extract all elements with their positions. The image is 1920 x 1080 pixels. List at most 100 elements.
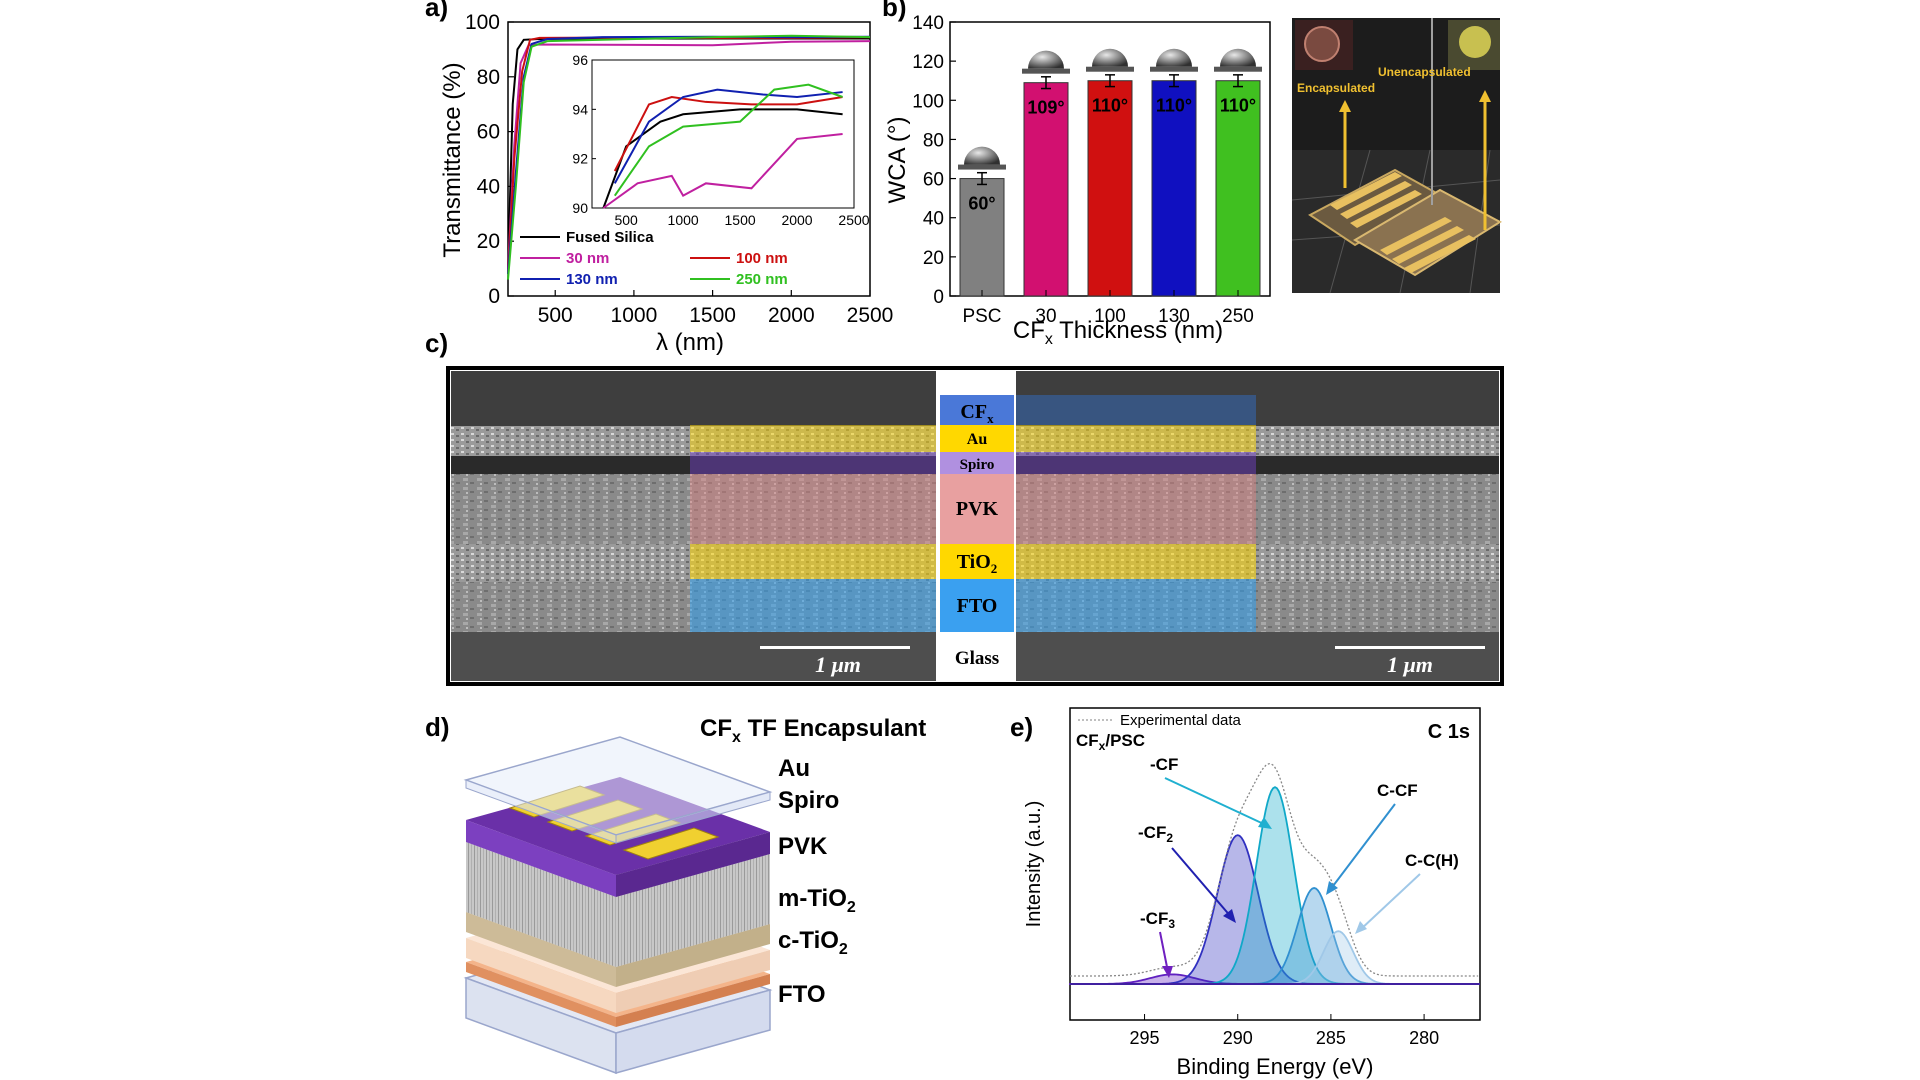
x-tick-label: 2000 — [768, 304, 815, 327]
x-tick-label: 285 — [1316, 1028, 1346, 1048]
panel-d: d) CFx TF Encapsulant — [425, 712, 926, 1075]
layer-tio2: TiO2 — [957, 551, 998, 576]
panel-e-axes — [1069, 707, 1481, 1021]
stack-label-spiro: Spiro — [778, 787, 839, 814]
scale-bar-right-label: 1 μm — [1387, 652, 1433, 677]
scale-bar-left-label: 1 μm — [815, 652, 861, 677]
panel-a: a) 0 20 40 60 80 100 500 1000 1500 2000 2500 Tran… — [425, 0, 893, 356]
water-droplet-icon — [1156, 48, 1192, 67]
x-tick-label: 500 — [538, 304, 573, 327]
peak-label-c-cf: C-CF — [1377, 781, 1418, 800]
x-tick-label: 295 — [1130, 1028, 1160, 1048]
bar-130 — [1151, 80, 1197, 297]
panel-a-y-label: Transmittance (%) — [439, 62, 466, 257]
peak-arrows — [1159, 777, 1421, 978]
y-tick-label: 0 — [933, 287, 944, 308]
panel-e-peaks — [1069, 762, 1480, 985]
panel-a-x-label: λ (nm) — [656, 329, 724, 356]
stack-label-m-tio2: m-TiO2 — [778, 885, 856, 916]
peak--cf — [1070, 786, 1480, 985]
inset-y-tick-label: 96 — [572, 52, 588, 68]
layer-fto: FTO — [957, 595, 998, 617]
inset-x-tick-label: 2500 — [838, 212, 869, 228]
x-tick-label: 100 — [1094, 306, 1126, 327]
inset-x-tick-label: 1500 — [725, 212, 756, 228]
x-tick-label: 250 — [1222, 306, 1254, 327]
inset-y-tick-label: 92 — [572, 151, 588, 167]
y-tick-label: 40 — [477, 175, 500, 198]
layer-pvk: PVK — [956, 498, 999, 520]
stack-label-au: Au — [778, 755, 810, 782]
panel-b-y-label: WCA (°) — [884, 117, 911, 204]
sem-image-left: 1 μm — [451, 371, 936, 681]
water-droplet-icon — [1220, 48, 1256, 67]
layer-au: Au — [967, 431, 988, 448]
series-line-250-nm — [507, 34, 871, 280]
inset-y-tick-label: 94 — [572, 101, 588, 117]
panel-b-bars: 60° PSC 109° 30 110° 100 110° 130 110° 250 — [958, 48, 1262, 327]
inset-series-line — [613, 83, 843, 197]
y-tick-label: 100 — [912, 91, 944, 112]
panel-b-y-ticks: 0 20 40 60 80 100 120 140 — [912, 13, 956, 308]
panel-e-sample: CFx/PSC — [1076, 731, 1145, 753]
panel-c: c) 1 μm — [425, 328, 1504, 686]
y-tick-label: 120 — [912, 52, 944, 73]
panel-a-x-ticks: 500 1000 1500 2000 2500 — [538, 290, 894, 327]
peak-label-c-ch: C-C(H) — [1405, 851, 1459, 870]
y-tick-label: 60 — [923, 170, 944, 191]
panel-e-legend: Experimental data — [1120, 712, 1242, 729]
y-tick-label: 60 — [477, 121, 500, 144]
panel-a-legend: Fused Silica 30 nm 100 nm 130 nm 250 nm — [520, 229, 788, 288]
peak-label-cf3: -CF3 — [1140, 909, 1175, 931]
panel-a-label: a) — [425, 0, 448, 22]
y-tick-label: 80 — [923, 130, 944, 151]
layer-legend-column: CFx Au Spiro PVK TiO2 FTO Glass — [940, 371, 1014, 681]
panel-e-title: C 1s — [1428, 721, 1470, 743]
photo-encapsulated-label: Encapsulated — [1297, 81, 1375, 95]
y-tick-label: 100 — [465, 11, 500, 34]
experimental-envelope — [1069, 762, 1479, 977]
bar-value-label: 110° — [1092, 96, 1128, 116]
legend-label: 250 nm — [736, 271, 788, 288]
legend-label: 30 nm — [566, 250, 609, 267]
panel-a-y-ticks: 0 20 40 60 80 100 — [465, 11, 514, 308]
photo-unencapsulated-label: Unencapsulated — [1378, 65, 1471, 79]
inset-series-line — [602, 108, 843, 209]
x-tick-label: 130 — [1158, 306, 1190, 327]
water-droplet-icon — [1028, 50, 1064, 69]
y-tick-label: 0 — [488, 285, 500, 308]
panel-a-inset-series — [602, 83, 843, 209]
x-tick-label: 280 — [1409, 1028, 1439, 1048]
panel-d-label: d) — [425, 712, 450, 742]
bar-value-label: 110° — [1156, 96, 1192, 116]
panel-e-x-ticks: 295 290 285 280 — [1130, 1014, 1439, 1048]
panel-b-photo: Encapsulated Unencapsulated — [1291, 18, 1502, 294]
panel-e-y-label: Intensity (a.u.) — [1023, 801, 1045, 928]
inset-x-tick-label: 1000 — [668, 212, 699, 228]
panel-a-inset-ticks: 90 92 94 96 500 1000 1500 2000 2500 — [572, 52, 869, 228]
y-tick-label: 20 — [477, 230, 500, 253]
x-tick-label: 30 — [1035, 306, 1056, 327]
y-tick-label: 140 — [912, 13, 944, 34]
legend-label: 130 nm — [566, 271, 618, 288]
panel-d-title: CFx TF Encapsulant — [700, 715, 926, 746]
panel-b-x-label: CFx Thickness (nm) — [1013, 317, 1223, 348]
inset-x-tick-label: 500 — [614, 212, 638, 228]
stack-label-c-tio2: c-TiO2 — [778, 927, 848, 958]
bar-value-label: 60° — [968, 194, 995, 214]
substrate-icon — [1022, 68, 1070, 74]
panel-a-series — [507, 34, 871, 280]
layer-glass: Glass — [955, 648, 999, 669]
layer-cfx: CFx — [960, 401, 994, 426]
sem-image-right: 1 μm — [1016, 371, 1499, 681]
peak-label-cf2: -CF2 — [1138, 823, 1173, 845]
substrate-icon — [958, 164, 1006, 170]
water-droplet-icon — [964, 146, 1000, 165]
panel-e-x-label: Binding Energy (eV) — [1177, 1054, 1374, 1079]
x-tick-label: 2500 — [847, 304, 894, 327]
substrate-icon — [1214, 66, 1262, 72]
x-tick-label: 1000 — [611, 304, 658, 327]
y-tick-label: 80 — [477, 66, 500, 89]
substrate-icon — [1086, 66, 1134, 72]
